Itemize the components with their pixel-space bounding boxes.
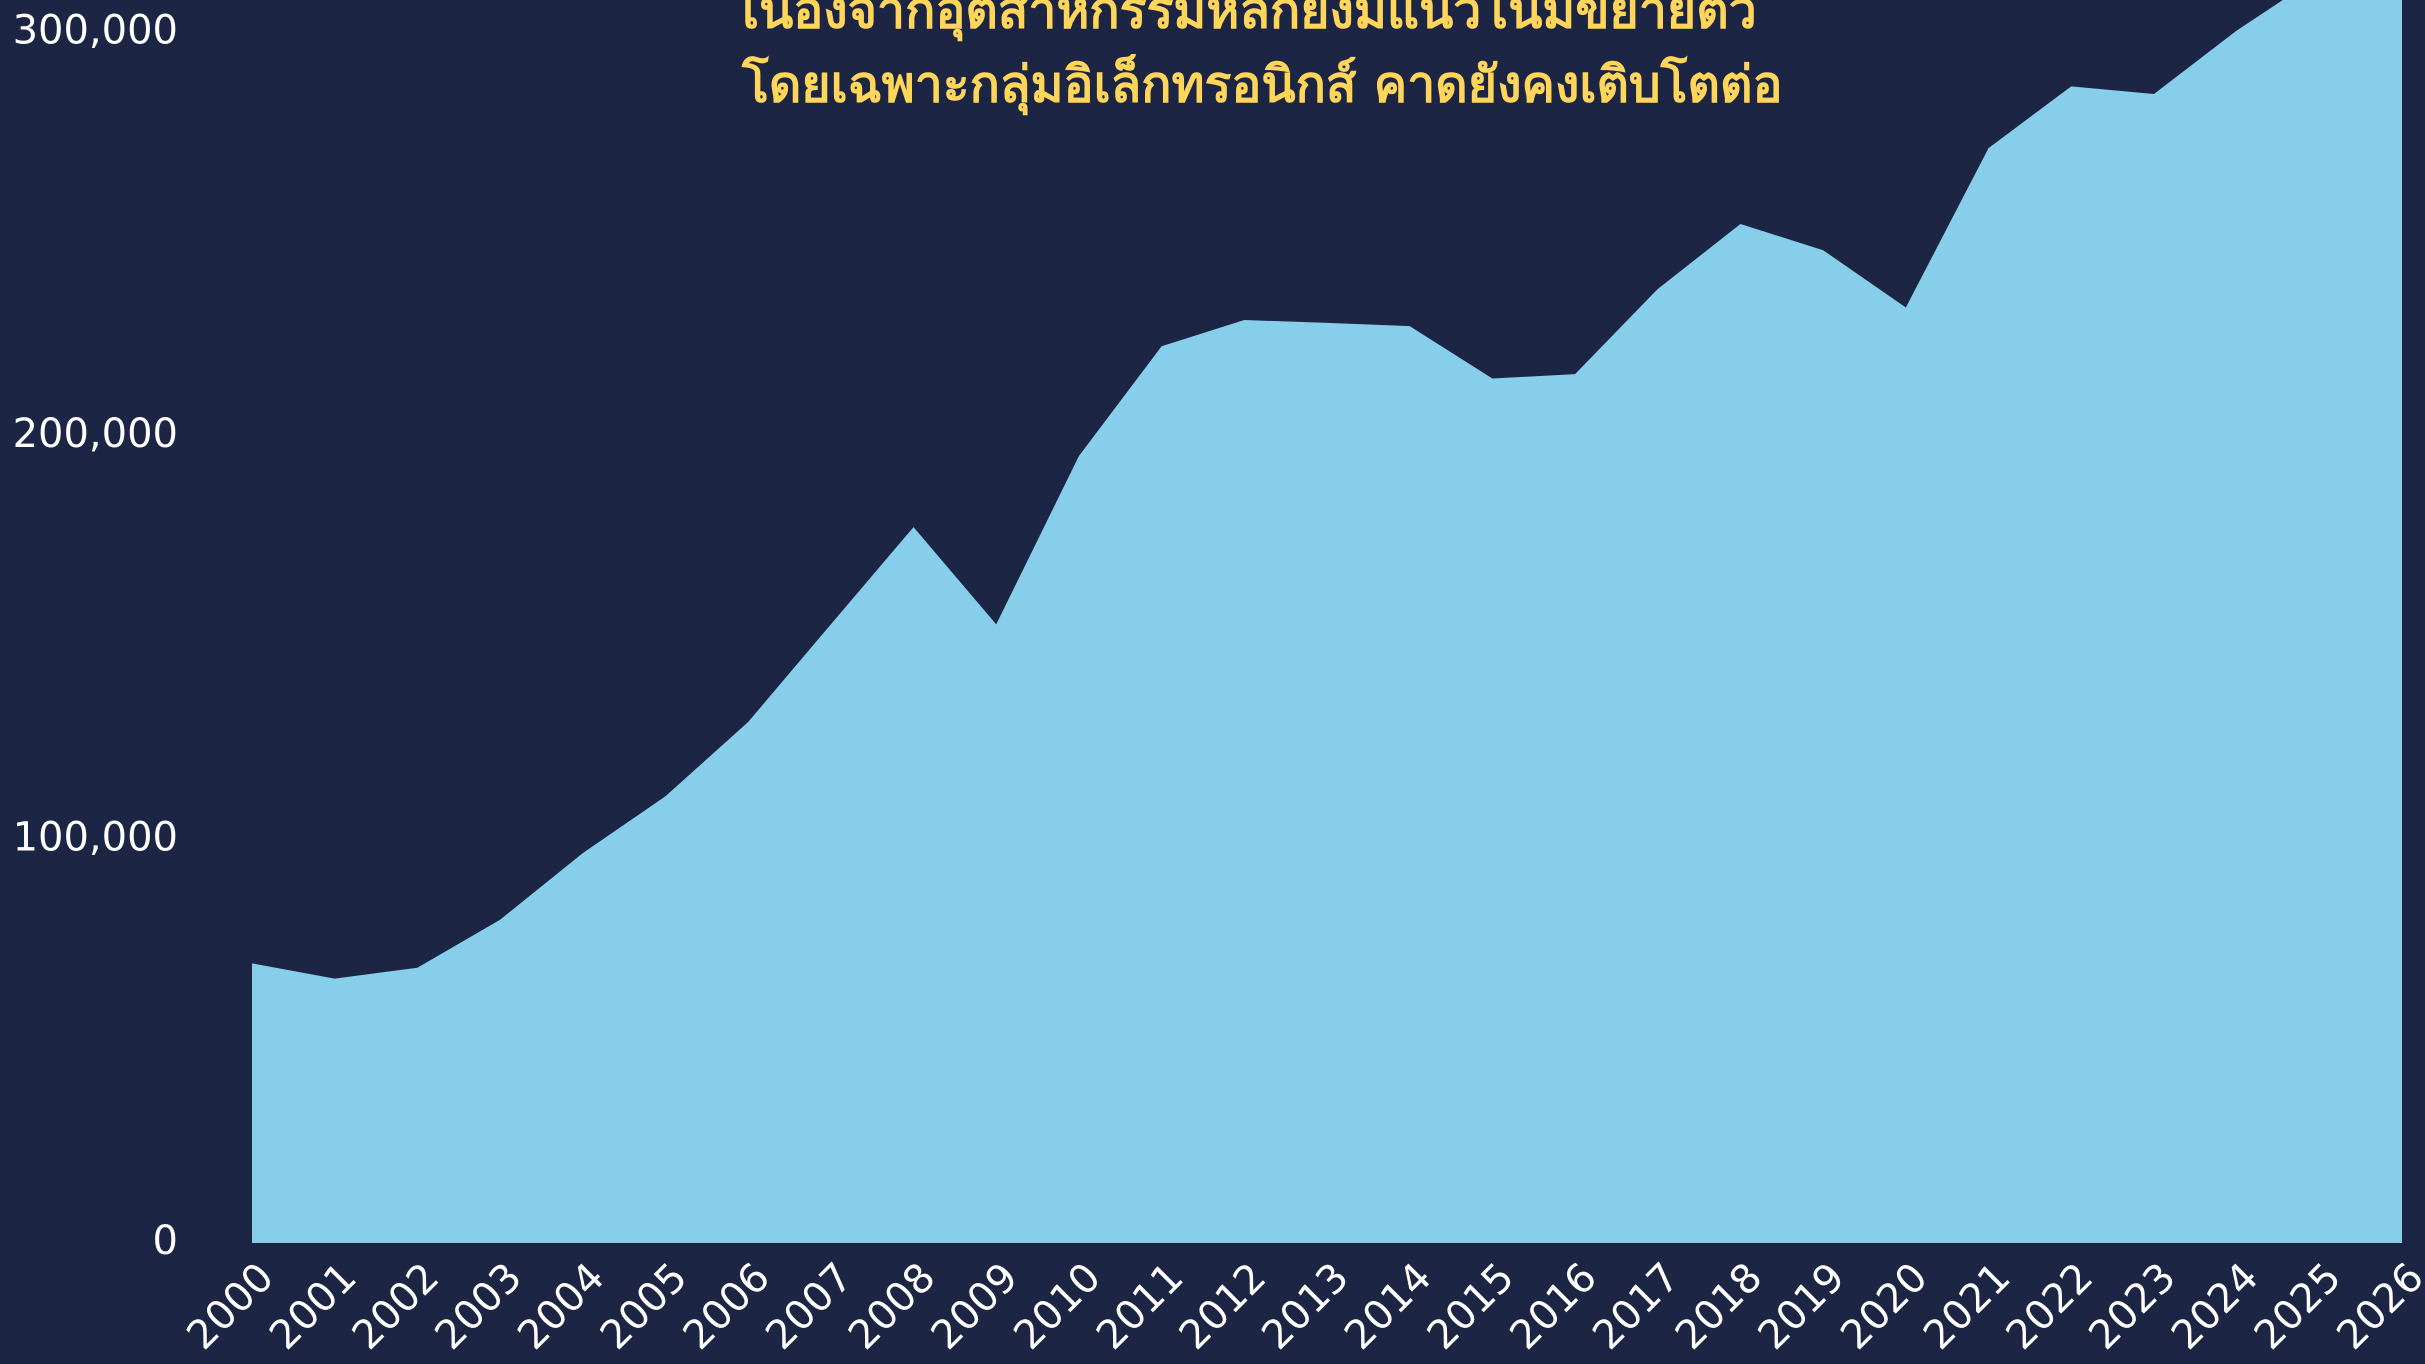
x-tick-label: 2006 <box>674 1254 779 1359</box>
x-tick-label: 2023 <box>2080 1254 2185 1359</box>
x-tick-label: 2014 <box>1336 1254 1441 1359</box>
y-tick-label: 100,000 <box>13 814 178 860</box>
x-tick-label: 2010 <box>1005 1254 1110 1359</box>
x-tick-label: 2001 <box>261 1254 366 1359</box>
annotation-line: เนื่องจากอุตสาหกรรมหลักยังมีแนวโน้มขยายต… <box>742 0 1757 42</box>
x-tick-label: 2026 <box>2328 1254 2425 1359</box>
y-tick-label: 0 <box>153 1218 178 1264</box>
x-tick-label: 2024 <box>2163 1254 2268 1359</box>
x-tick-label: 2012 <box>1171 1254 1276 1359</box>
x-tick-label: 2017 <box>1584 1254 1689 1359</box>
x-tick-label: 2022 <box>1998 1254 2103 1359</box>
x-tick-label: 2008 <box>840 1254 945 1359</box>
x-tick-label: 2016 <box>1501 1254 1606 1359</box>
x-tick-label: 2002 <box>344 1254 449 1359</box>
x-tick-label: 2004 <box>509 1254 614 1359</box>
y-tick-label: 300,000 <box>13 7 178 53</box>
x-tick-label: 2021 <box>1915 1254 2020 1359</box>
x-tick-label: 2011 <box>1088 1254 1193 1359</box>
x-tick-label: 2005 <box>592 1254 697 1359</box>
x-tick-label: 2000 <box>178 1254 283 1359</box>
x-tick-label: 2015 <box>1419 1254 1524 1359</box>
x-tick-label: 2025 <box>2246 1254 2351 1359</box>
x-tick-label: 2020 <box>1832 1254 1937 1359</box>
x-tick-label: 2009 <box>923 1254 1028 1359</box>
plot <box>252 0 2402 1243</box>
x-tick-label: 2007 <box>757 1254 862 1359</box>
x-tick-label: 2003 <box>426 1254 531 1359</box>
y-tick-label: 200,000 <box>13 411 178 457</box>
x-tick-label: 2019 <box>1749 1254 1854 1359</box>
annotation-line: โดยเฉพาะกลุ่มอิเล็กทรอนิกส์ คาดยังคงเติบ… <box>741 54 1782 116</box>
area <box>252 0 2402 1243</box>
x-tick-label: 2018 <box>1667 1254 1772 1359</box>
x-tick-label: 2013 <box>1253 1254 1358 1359</box>
